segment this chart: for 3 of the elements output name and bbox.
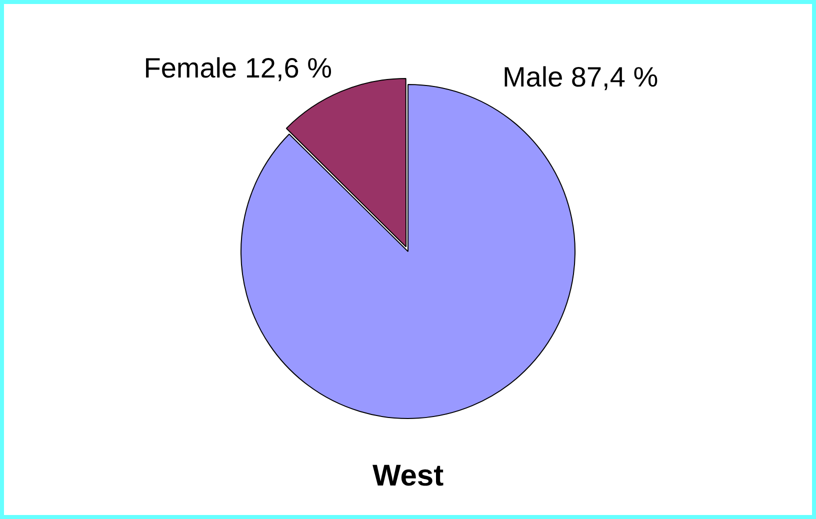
slice-label: Male 87,4 % bbox=[502, 61, 658, 92]
slice-label: Female 12,6 % bbox=[144, 52, 332, 84]
text: West bbox=[372, 459, 444, 492]
